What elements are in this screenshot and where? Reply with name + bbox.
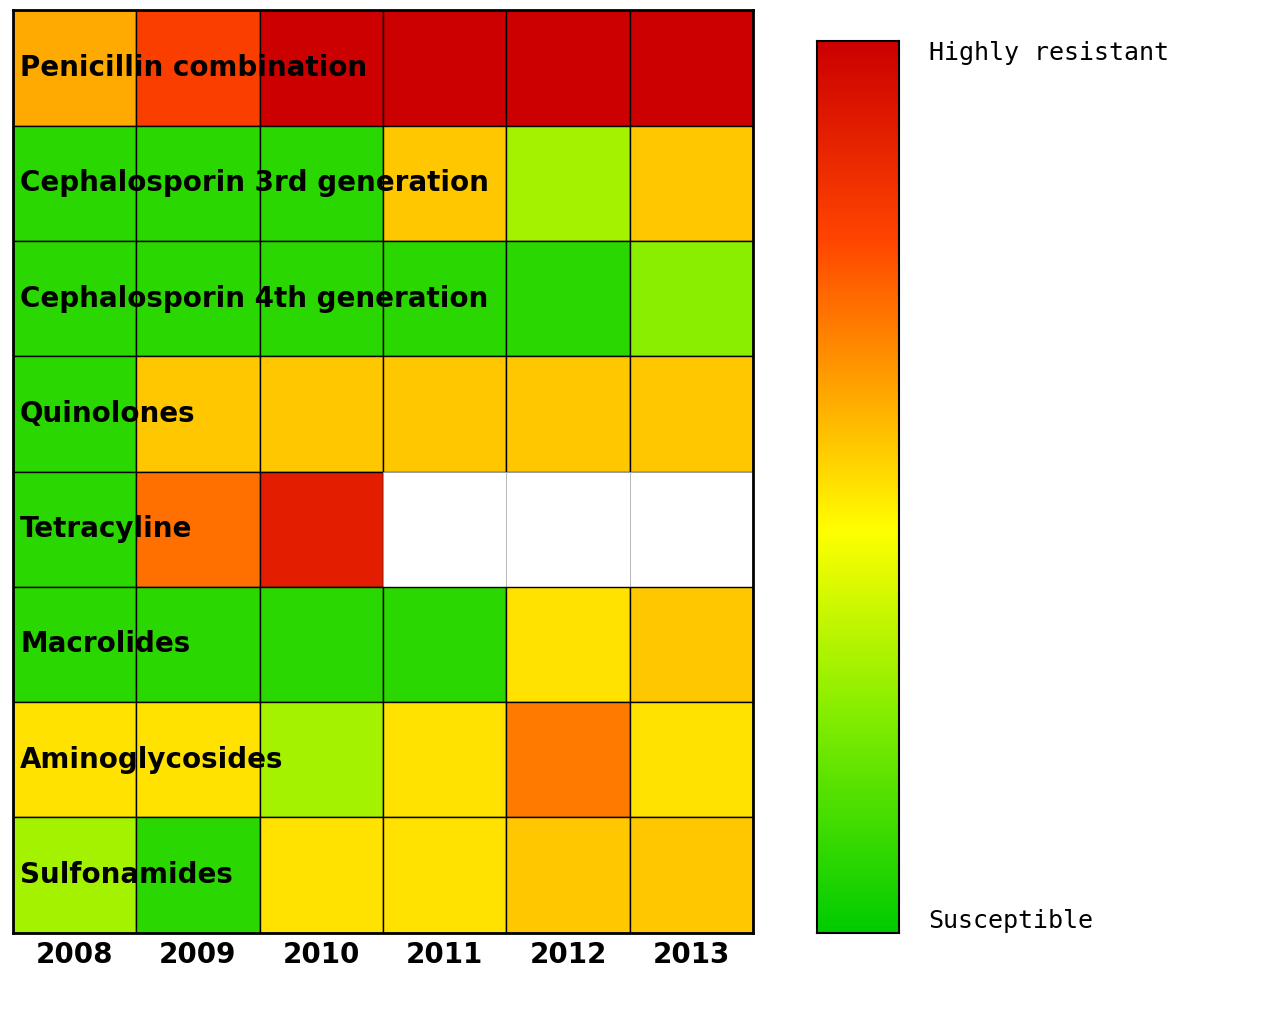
Bar [384,10,506,126]
Bar [629,357,753,472]
Bar [629,586,753,702]
Bar [506,818,630,933]
Bar [260,586,384,702]
Bar [137,357,260,472]
Bar [506,586,630,702]
Bar [506,241,630,357]
Bar [13,818,137,933]
Bar [384,586,506,702]
Text: Highly resistant: Highly resistant [928,41,1169,65]
Bar [629,126,753,241]
Bar [13,241,137,357]
Bar [506,472,630,586]
Bar [506,357,630,472]
Bar [137,10,260,126]
Bar [260,472,384,586]
Bar [260,241,384,357]
Text: Sulfonamides: Sulfonamides [20,861,233,889]
Bar [629,241,753,357]
Bar [137,586,260,702]
Bar [506,702,630,818]
Text: Aminoglycosides: Aminoglycosides [20,746,284,774]
Bar [13,702,137,818]
Bar [137,472,260,586]
Bar [384,241,506,357]
Bar [260,126,384,241]
Bar [13,126,137,241]
Bar [13,10,137,126]
Text: Penicillin combination: Penicillin combination [20,54,367,82]
Bar [384,126,506,241]
Bar [260,357,384,472]
Text: Cephalosporin 3rd generation: Cephalosporin 3rd generation [20,169,489,197]
Bar [384,357,506,472]
Bar [13,472,137,586]
Bar [137,818,260,933]
Bar [13,586,137,702]
Bar [137,702,260,818]
Text: Tetracyline: Tetracyline [20,516,192,543]
Text: Quinolones: Quinolones [20,400,196,427]
Bar [260,702,384,818]
Bar [137,126,260,241]
Bar [384,472,506,586]
Text: Susceptible: Susceptible [928,909,1094,933]
Bar [629,702,753,818]
Bar [506,126,630,241]
Bar [13,357,137,472]
Bar [506,10,630,126]
Bar [260,818,384,933]
Bar [260,10,384,126]
Bar [629,10,753,126]
Text: Macrolides: Macrolides [20,630,190,658]
Bar [629,472,753,586]
Bar [384,702,506,818]
Text: Cephalosporin 4th generation: Cephalosporin 4th generation [20,285,489,313]
Bar [384,818,506,933]
Bar [137,241,260,357]
Bar [629,818,753,933]
